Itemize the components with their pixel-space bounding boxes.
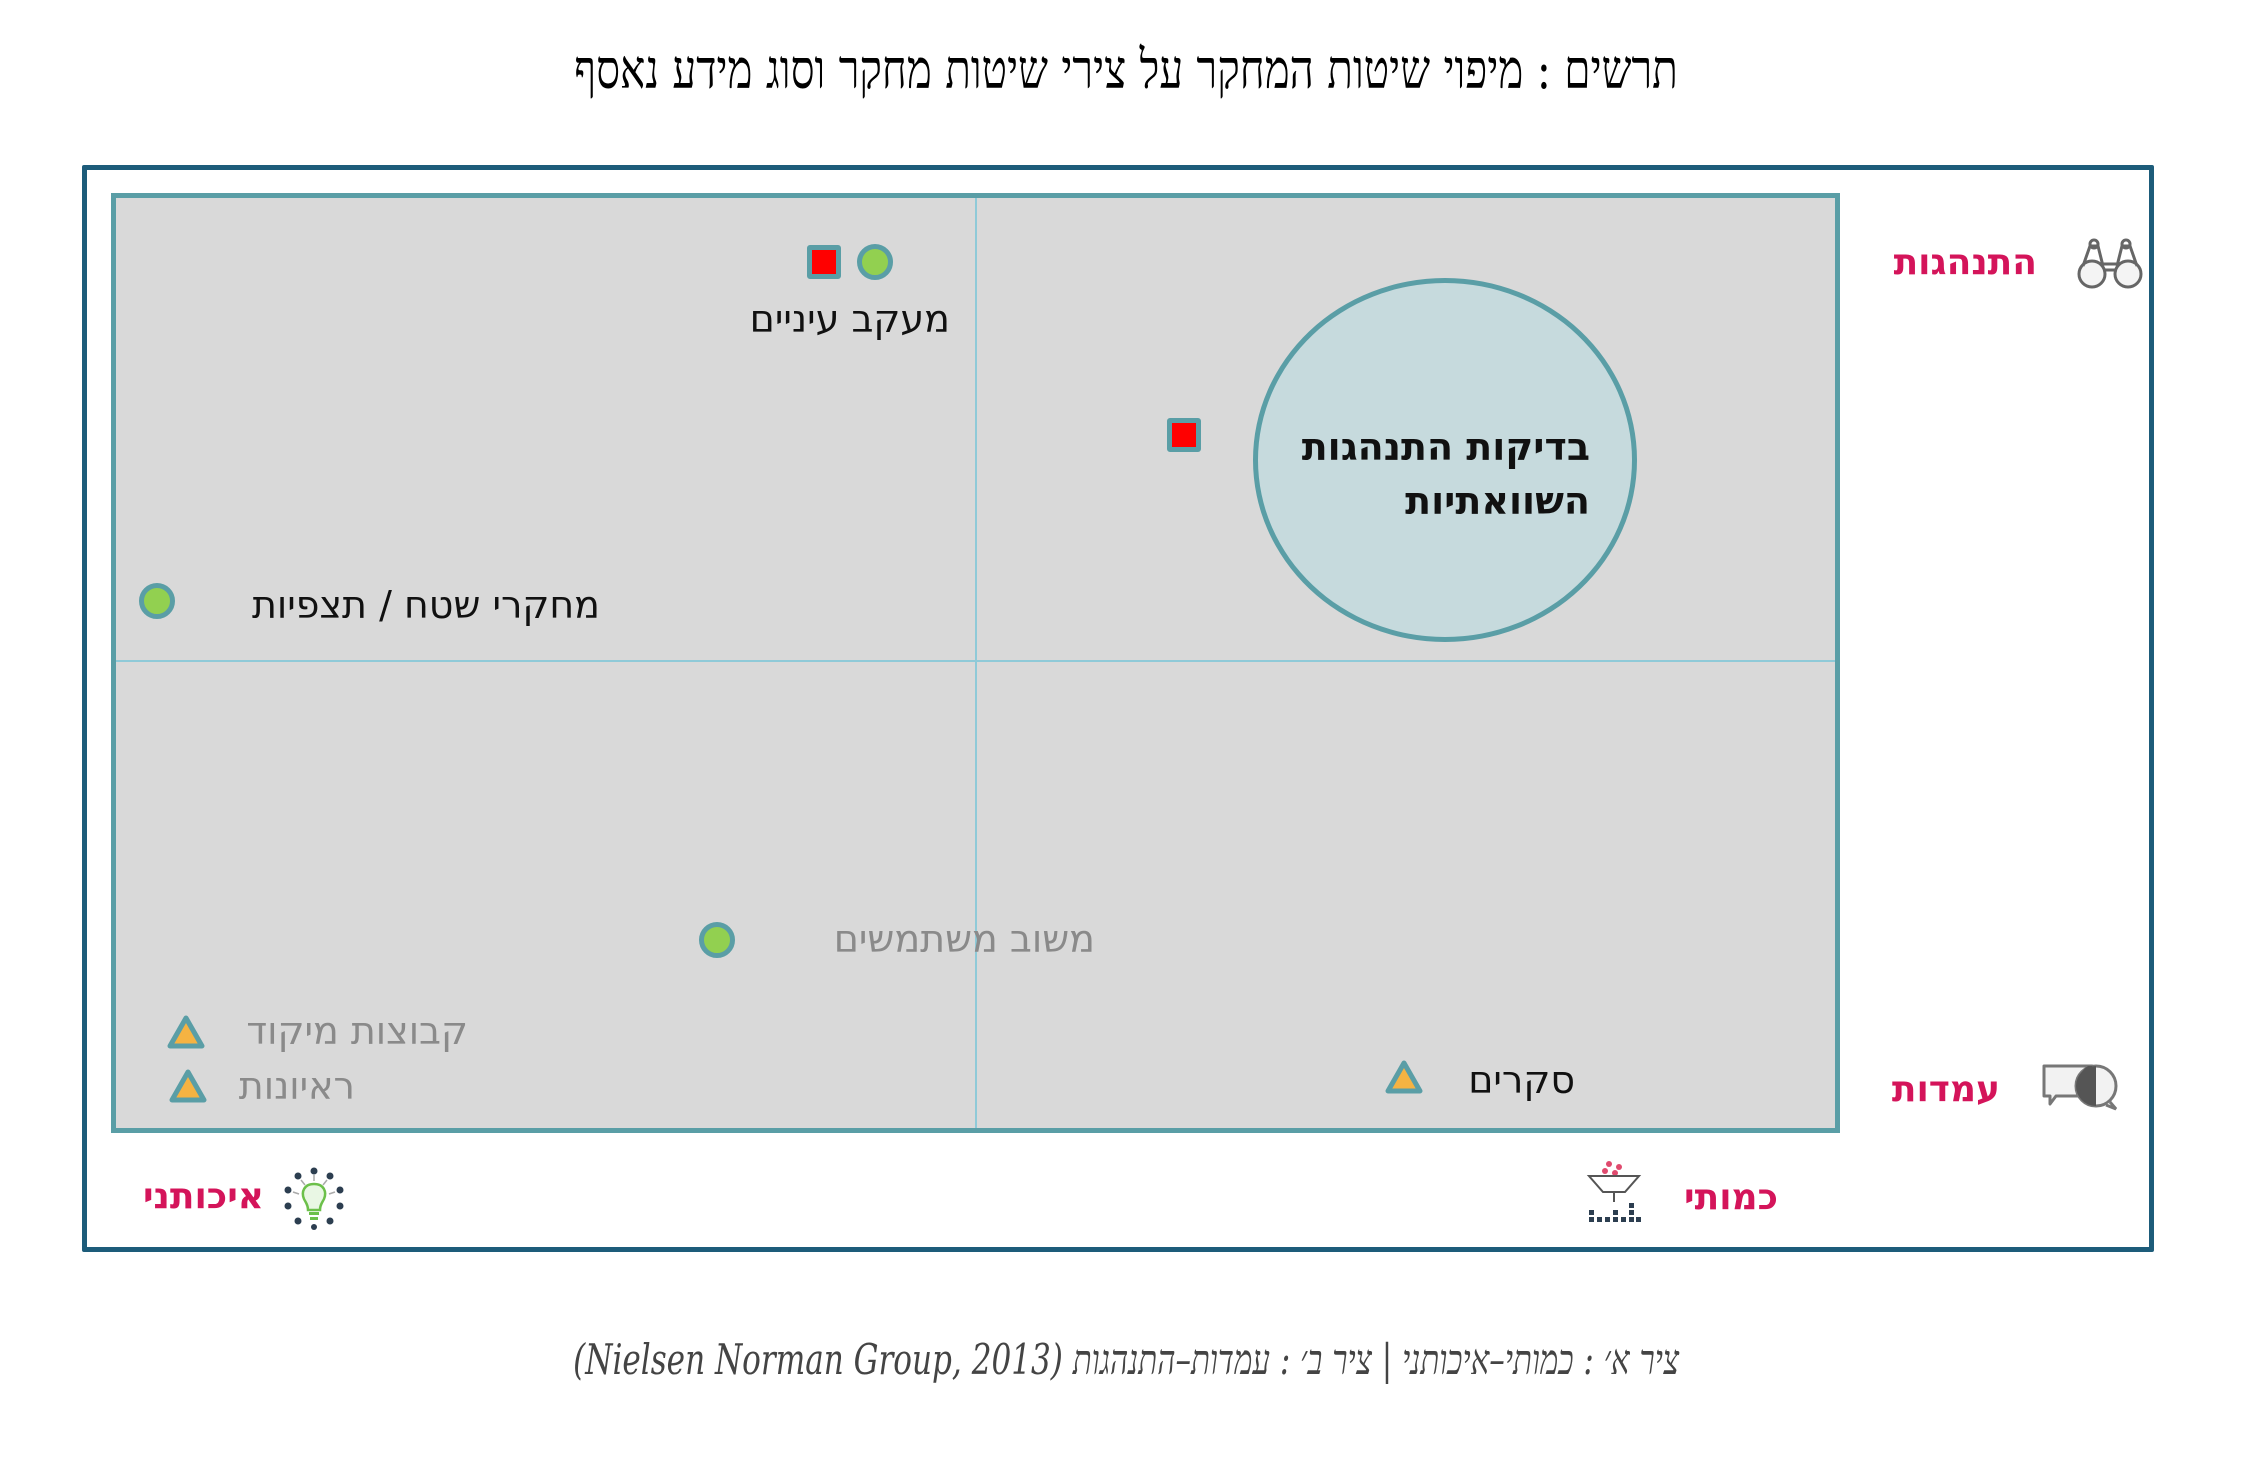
figure-caption: ציר א׳ : כמותי–איכותני | ציר ב׳ : עמדות–…	[573, 1335, 1680, 1384]
highlight-bubble	[1253, 278, 1637, 642]
highlight-bubble-label: בדיקות התנהגות השוואתיות	[1260, 420, 1590, 528]
method-label-eye-tracking: מעקב עיניים	[749, 297, 950, 341]
circle-marker	[139, 583, 175, 619]
method-label-user-feedback: משוב משתמשים	[833, 917, 1095, 961]
method-label-surveys: סקרים	[1468, 1058, 1575, 1102]
binoculars-icon	[2075, 236, 2145, 290]
square-marker	[807, 245, 841, 279]
method-label-focus-groups: קבוצות מיקוד	[246, 1009, 468, 1053]
method-label-interviews: ראיונות	[238, 1064, 355, 1108]
speech-bubbles-icon	[2040, 1062, 2124, 1112]
funnel-data-icon	[1585, 1158, 1643, 1226]
horizontal-gridline	[116, 660, 1835, 662]
bubble-line-2: השוואתיות	[1405, 479, 1590, 523]
axis-label-behavior: התנהגות	[1893, 242, 2037, 283]
square-marker	[1167, 418, 1201, 452]
circle-marker	[699, 922, 735, 958]
axis-label-qualitative: איכותני	[142, 1176, 264, 1217]
triangle-marker	[167, 1014, 205, 1050]
axis-label-attitudes: עמדות	[1891, 1069, 2000, 1110]
lightbulb-icon	[282, 1166, 346, 1232]
bubble-line-1: בדיקות התנהגות	[1301, 425, 1590, 469]
vertical-gridline	[975, 198, 977, 1128]
figure-title: תרשים : מיפוי שיטות המחקר על צירי שיטות …	[574, 38, 1678, 101]
triangle-marker	[169, 1068, 207, 1104]
method-label-field-studies: מחקרי שטח / תצפיות	[251, 583, 600, 627]
triangle-marker	[1385, 1059, 1423, 1095]
axis-label-quantitative: כמותי	[1684, 1177, 1778, 1218]
circle-marker	[857, 244, 893, 280]
